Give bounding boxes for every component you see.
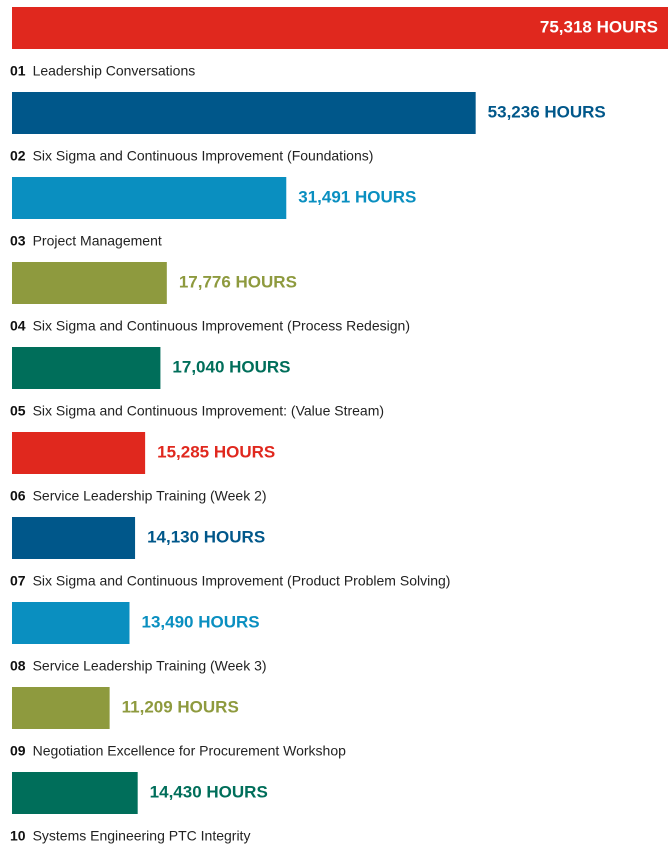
rank: 06 [10, 488, 26, 504]
rank: 04 [10, 318, 26, 334]
rank: 07 [10, 573, 26, 589]
bar [12, 517, 136, 559]
value-label: 13,490 HOURS [141, 612, 259, 631]
bar [12, 7, 668, 49]
rank: 01 [10, 63, 26, 79]
value-label: 31,491 HOURS [298, 187, 416, 206]
category-label: Six Sigma and Continuous Improvement (Pr… [33, 573, 451, 589]
value-label: 17,040 HOURS [172, 357, 290, 376]
bar [12, 347, 161, 389]
value-label: 14,130 HOURS [147, 527, 265, 546]
bar [12, 92, 476, 134]
category-label: Negotiation Excellence for Procurement W… [33, 743, 347, 759]
bar [12, 177, 287, 219]
value-label: 15,285 HOURS [157, 442, 275, 461]
bar [12, 262, 167, 304]
value-label: 53,236 HOURS [488, 102, 606, 121]
category-label: Six Sigma and Continuous Improvement: (V… [33, 403, 384, 419]
rank: 03 [10, 233, 26, 249]
category-label: Service Leadership Training (Week 2) [33, 488, 267, 504]
rank: 05 [10, 403, 26, 419]
value-label: 17,776 HOURS [179, 272, 297, 291]
category-label: Six Sigma and Continuous Improvement (Fo… [33, 148, 374, 164]
rank: 08 [10, 658, 26, 674]
category-label: Project Management [33, 233, 162, 249]
rank: 09 [10, 743, 26, 759]
category-label: Leadership Conversations [33, 63, 196, 79]
rank: 10 [10, 828, 26, 844]
bar [12, 772, 138, 814]
rank: 02 [10, 148, 26, 164]
bar [12, 687, 110, 729]
value-label: 11,209 HOURS [122, 697, 239, 716]
category-label: Service Leadership Training (Week 3) [33, 658, 267, 674]
bar [12, 432, 146, 474]
value-label: 75,318 HOURS [540, 17, 658, 36]
bar [12, 602, 130, 644]
category-label: Six Sigma and Continuous Improvement (Pr… [33, 318, 410, 334]
value-label: 14,430 HOURS [150, 782, 268, 801]
category-label: Systems Engineering PTC Integrity [33, 828, 251, 844]
